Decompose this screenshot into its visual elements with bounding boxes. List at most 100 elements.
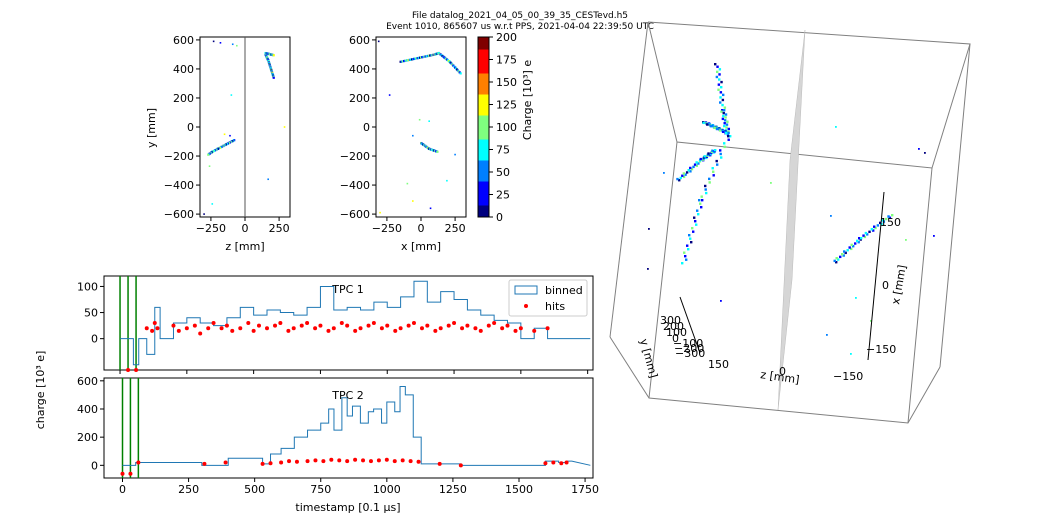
3d-hit-point [841,253,844,256]
y-tick-label: 400 [77,403,98,416]
charge-colorbar: 0 25 50 75 100 125 150 175 200 [477,31,517,224]
hit-marker [518,326,523,331]
hit-point [211,203,214,205]
hit-marker [366,323,371,328]
x-tick-label: −250 [196,222,226,235]
3d-hit-point [721,117,725,121]
colorbar-segment [478,58,489,62]
3d-hit-point [701,199,704,202]
hit-marker [353,457,358,462]
3d-hit-point [720,156,723,159]
colorbar-segment [478,133,489,137]
x-tick-label: 250 [178,483,199,496]
hit-marker [223,460,228,465]
3d-hit-point [695,161,698,164]
3d-hit-point [647,268,649,270]
3d-x-tick: 0 [882,279,889,292]
y-tick-label: 100 [77,280,98,293]
y-tick-label: 600 [77,375,98,388]
3d-hit-point [887,215,890,218]
x-tick-label: 0 [418,222,425,235]
3d-hit-point [663,172,665,174]
hit-marker [564,460,569,465]
hit-marker [318,323,323,328]
3d-hit-point [727,138,730,141]
colorbar-segment [478,70,489,74]
colorbar-tick-label: 75 [496,144,510,157]
hit-marker [299,323,304,328]
zy-ylabel: y [mm] [145,108,158,148]
3d-x-axis-line [867,191,885,361]
hit-marker [136,460,141,465]
hit-marker [144,326,149,331]
3d-hit-point [718,73,721,76]
legend-hits-label: hits [545,300,565,313]
3d-y-tick: −200 [674,342,704,355]
3d-hit-point [699,202,702,205]
hit-point [424,55,427,58]
hit-point [426,54,430,58]
colorbar-segment [478,187,489,191]
3d-hit-point [850,243,853,247]
3d-hit-point [702,121,705,125]
colorbar-segment [478,61,489,65]
hit-marker [238,326,243,331]
3d-hit-point [715,159,718,163]
colorbar-segment [478,154,489,158]
3d-hit-point [687,248,690,251]
3d-hit-point [862,234,865,237]
x-tick-label: 500 [244,483,265,496]
hit-marker [128,471,133,476]
hit-marker [452,321,457,325]
y-tick-label: 50 [84,307,98,320]
3d-hit-point [882,220,886,223]
3d-hit-point [694,220,697,223]
3d-hit-point [711,167,714,170]
3d-x-tick: −150 [866,343,896,356]
hit-marker [329,457,334,462]
3d-hit-point [727,127,731,131]
hit-point [377,40,380,43]
hit-marker [126,368,131,372]
colorbar-tick-label: 100 [496,121,517,134]
y-tick-label: −400 [340,179,370,192]
y-tick-label: 0 [187,121,194,134]
hit-point [208,165,211,167]
hit-marker [345,459,350,464]
3d-y-label: y [mm] [637,337,660,379]
3d-hit-point [852,245,855,248]
y-tick-label: −600 [340,208,370,221]
hit-marker [192,323,197,328]
hit-point [272,54,275,57]
colorbar-segment [478,103,489,107]
hit-marker [545,326,550,331]
hit-marker [251,328,256,333]
hit-point [418,56,422,59]
hit-marker [486,323,491,328]
y-tick-label: −200 [340,150,370,163]
3d-hit-point [857,241,860,244]
hit-point [412,134,414,137]
colorbar-tick-label: 25 [496,189,510,202]
hit-marker [152,321,157,325]
figure-title-line2: Event 1010, 865607 us w.r.t PPS, 2021-04… [386,22,654,32]
3d-hit-point [718,129,722,132]
colorbar-segment [478,46,489,50]
hit-marker [361,458,366,463]
tpc1-legend: binned hits [508,279,588,317]
3d-y-axis-line [679,296,701,354]
hit-marker [416,459,421,464]
legend-binned-swatch [514,285,538,295]
3d-hit-point [723,106,727,109]
x-tick-label: 1500 [505,483,533,496]
colorbar-segment [478,151,489,155]
3d-hit-point [872,229,875,232]
3d-hit-point [719,149,722,152]
3d-hit-point [723,109,726,112]
3d-hit-point [683,251,686,254]
colorbar-label: Charge [10³] e [521,60,534,140]
colorbar-segment [478,88,489,92]
3d-hit-point [697,213,700,216]
hit-point [422,55,425,59]
x-tick-label: 1250 [439,483,467,496]
